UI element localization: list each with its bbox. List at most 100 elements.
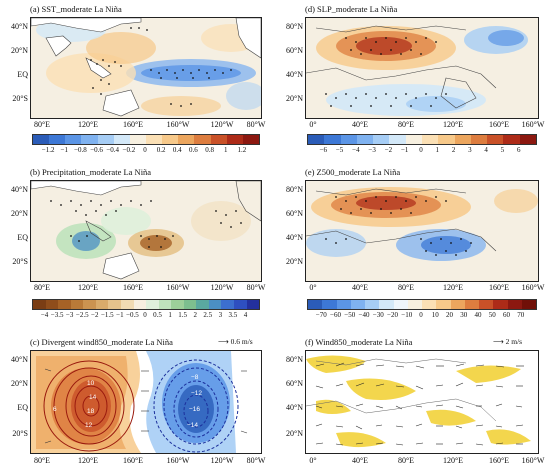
colorbar-swatch bbox=[479, 300, 494, 309]
lon-label: 160°W bbox=[521, 120, 545, 129]
colorbar-swatch bbox=[246, 300, 260, 309]
colorbar-tick-label: 60 bbox=[503, 311, 510, 319]
colorbar-tick-label: −0.8 bbox=[74, 146, 87, 154]
colorbar-tick-label: 2 bbox=[193, 311, 197, 319]
lon-label: 40°E bbox=[351, 120, 369, 129]
colorbar-swatch bbox=[33, 300, 46, 309]
lon-label: 120°E bbox=[442, 120, 464, 129]
colorbar-tick-label: −0.6 bbox=[90, 146, 103, 154]
lon-label: 80°E bbox=[397, 456, 415, 465]
colorbar-swatch bbox=[350, 300, 365, 309]
colorbar-swatch bbox=[208, 300, 222, 309]
colorbar-swatch bbox=[470, 135, 488, 144]
colorbar-swatch bbox=[393, 300, 408, 309]
colorbar-tick-label: −3 bbox=[368, 146, 376, 154]
colorbar-swatch bbox=[178, 135, 195, 144]
colorbar-tick-label: −1 bbox=[116, 311, 124, 319]
colorbar-swatch bbox=[83, 300, 96, 309]
colorbar-ticks: −4 −3.5 −3 −2.5 −2 −1.5 −1 −0.5 0 0.5 1 1.5 2 2.5 3 3.5… bbox=[32, 311, 258, 321]
colorbar-swatch bbox=[158, 300, 172, 309]
colorbar-tick-label: −60 bbox=[330, 311, 341, 319]
colorbar-tick-label: 4 bbox=[243, 311, 248, 319]
colorbar-tick-label: 1 bbox=[223, 146, 228, 154]
colorbar-swatch bbox=[242, 135, 259, 144]
colorbar-tick-label: −6 bbox=[319, 146, 328, 154]
contour-label: −12 bbox=[191, 390, 202, 397]
lat-label: 20°N bbox=[11, 379, 28, 388]
lat-label: 40°N bbox=[11, 185, 28, 194]
sst-field bbox=[31, 18, 261, 118]
colorbar-tick-label: −4 bbox=[352, 146, 360, 154]
colorbar-tick-label: −20 bbox=[387, 311, 398, 319]
lat-label: 20°S bbox=[12, 94, 28, 103]
map-area bbox=[30, 17, 262, 119]
colorbar-swatch bbox=[519, 135, 536, 144]
lon-label: 80°W bbox=[246, 456, 266, 465]
colorbar-swatch bbox=[507, 300, 522, 309]
colorbar-swatch bbox=[194, 135, 211, 144]
contour-label: −16 bbox=[189, 406, 200, 413]
panel-title: (a) SST_moderate La Niña bbox=[30, 4, 122, 14]
colorbar-swatch bbox=[221, 300, 234, 309]
precip-field bbox=[31, 181, 261, 281]
colorbar bbox=[32, 299, 260, 310]
lat-label: 80°N bbox=[286, 185, 303, 194]
lon-label: 160°W bbox=[166, 456, 190, 465]
contour-label: −14 bbox=[187, 422, 198, 429]
colorbar-swatch bbox=[503, 135, 520, 144]
colorbar-tick-label: 0.8 bbox=[205, 146, 214, 154]
lat-label: 20°N bbox=[286, 257, 303, 266]
colorbar-swatch bbox=[162, 135, 179, 144]
colorbar-tick-label: −5 bbox=[335, 146, 344, 154]
lat-label: EQ bbox=[17, 70, 28, 79]
colorbar bbox=[32, 134, 260, 145]
lon-label: 160°W bbox=[521, 283, 545, 292]
colorbar-tick-label: −1 bbox=[60, 146, 69, 154]
colorbar-swatch bbox=[171, 300, 184, 309]
colorbar-swatch bbox=[365, 300, 380, 309]
colorbar-swatch bbox=[133, 300, 147, 309]
colorbar-tick-label: −0.2 bbox=[122, 146, 136, 154]
colorbar-swatch bbox=[389, 135, 406, 144]
lat-label: 60°N bbox=[286, 209, 303, 218]
colorbar bbox=[307, 134, 537, 145]
colorbar-ticks: −6 −5 −4 −3 −2 −1 0 1 2 3 4 5 6 bbox=[307, 146, 535, 156]
lon-label: 120°W bbox=[210, 456, 234, 465]
colorbar-tick-label: 3 bbox=[468, 146, 472, 154]
colorbar-ticks: −70 −60 −50 −40 −30 −20 −10 0 10 20 30 40 50 60 70 bbox=[307, 311, 535, 321]
significance-dots bbox=[50, 200, 242, 248]
colorbar-swatch bbox=[521, 300, 536, 309]
colorbar-swatch bbox=[450, 300, 465, 309]
wind-vectors bbox=[44, 368, 248, 444]
significance-dots bbox=[90, 27, 232, 107]
contour-label: 12 bbox=[85, 422, 93, 429]
lon-label: 80°W bbox=[246, 283, 266, 292]
colorbar-tick-label: 0.5 bbox=[153, 311, 162, 319]
colorbar-tick-label: 0.6 bbox=[189, 146, 198, 154]
colorbar-swatch bbox=[196, 300, 209, 309]
colorbar-swatch bbox=[454, 135, 471, 144]
colorbar-tick-label: −4 bbox=[40, 311, 49, 319]
colorbar-tick-label: 3.5 bbox=[228, 311, 238, 319]
lon-label: 80°E bbox=[33, 283, 51, 292]
lon-label: 0° bbox=[309, 456, 317, 465]
lon-label: 160°W bbox=[166, 120, 190, 129]
colorbar-swatch bbox=[108, 300, 121, 309]
reference-arrow-icon: ⟶ bbox=[493, 337, 504, 346]
colorbar-tick-label: −2.5 bbox=[75, 311, 89, 319]
significance-dots bbox=[325, 37, 447, 107]
lat-label: 40°N bbox=[286, 403, 303, 412]
wind850-field bbox=[306, 351, 538, 453]
lat-label: 20°S bbox=[12, 257, 28, 266]
lat-label: 40°N bbox=[286, 233, 303, 242]
reference-vector: ⟶ 2 m/s bbox=[493, 337, 522, 346]
reference-label: 2 m/s bbox=[505, 337, 523, 346]
colorbar-swatch bbox=[421, 135, 439, 144]
colorbar-tick-label: 20 bbox=[446, 311, 453, 319]
lon-label: 80°E bbox=[397, 283, 415, 292]
significant-regions bbox=[306, 355, 531, 448]
z500-field bbox=[306, 181, 538, 281]
colorbar-tick-label: −40 bbox=[358, 311, 370, 319]
lon-label: 120°E bbox=[77, 456, 99, 465]
colorbar-tick-label: 0 bbox=[143, 311, 147, 319]
